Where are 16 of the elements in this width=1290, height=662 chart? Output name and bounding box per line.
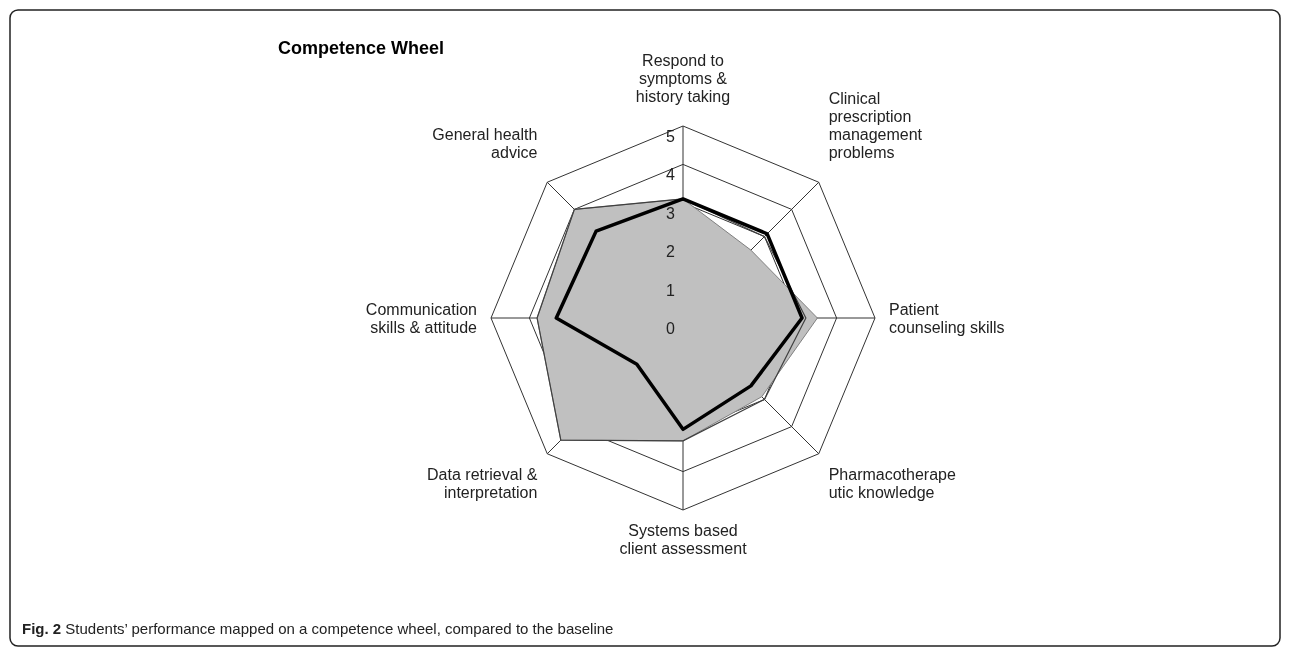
- y-tick-label: 1: [666, 281, 676, 299]
- spoke-label: Systems based client assessment: [619, 522, 748, 557]
- spoke-label: Patient counseling skills: [889, 301, 1005, 336]
- spoke-label: Respond to symptoms & history taking: [635, 52, 731, 105]
- y-tick-label: 5: [666, 128, 676, 145]
- spoke-label: General health advice: [432, 126, 538, 162]
- caption: Fig. 2 Students’ performance mapped on a competence wheel, compared to the baseline: [22, 620, 614, 637]
- chart-title: Competence Wheel: [278, 38, 445, 58]
- spoke-label: Pharmacotherape utic knowledge: [828, 465, 956, 501]
- y-tick-label: 0: [666, 320, 676, 337]
- spoke-label: Communication skills & attitude: [365, 301, 478, 336]
- y-tick-label: 3: [666, 204, 676, 222]
- spoke-label: Data retrieval & interpretation: [427, 465, 538, 501]
- spoke-label: Clinical prescription management problems: [828, 90, 923, 162]
- y-tick-label: 4: [666, 166, 676, 184]
- y-tick-label: 2: [666, 243, 676, 261]
